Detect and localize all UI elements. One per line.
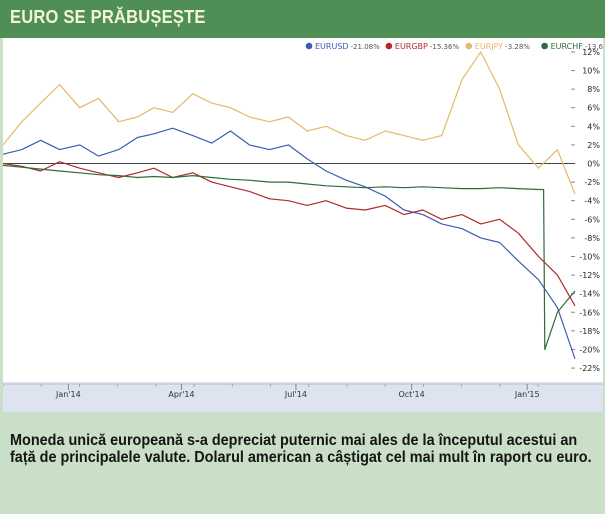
header-banner: EURO SE PRĂBUȘEȘTE [0, 0, 605, 38]
y-tick-label: 0% [587, 160, 600, 169]
y-tick-label: -18% [579, 327, 600, 336]
y-tick-label: -4% [584, 197, 600, 206]
y-tick-label: 10% [582, 67, 600, 76]
legend-marker [385, 42, 393, 50]
y-tick-label: -16% [579, 308, 600, 317]
legend-marker [305, 42, 313, 50]
legend-series-name: EURCHF [551, 42, 584, 51]
line-chart: 12% 10% 8% 6% 4% 2% 0% -2% -4% -6% -8% -10% -12% -14%… [3, 38, 603, 412]
series-line-eurgbp [3, 161, 576, 307]
y-tick-label: 8% [587, 85, 600, 94]
series-line-eurchf [3, 164, 576, 351]
legend-series-value: -3.28% [505, 43, 530, 51]
y-tick-label: -20% [579, 345, 600, 354]
series-line-eurjpy [3, 51, 576, 195]
legend-series-value: -13.69% [585, 43, 603, 51]
y-axis: 12% 10% 8% 6% 4% 2% 0% -2% -4% -6% -8% -10% -12% -14%… [571, 48, 600, 373]
y-tick-label: -8% [584, 234, 600, 243]
x-tick-label: Apr'14 [168, 390, 194, 399]
x-tick-label: Jan'14 [55, 390, 81, 399]
series-line-eurusd [3, 127, 576, 359]
caption-text: Moneda unică europeană s-a depreciat put… [10, 432, 592, 466]
y-tick-label: 2% [587, 141, 600, 150]
x-axis: Jan'14 Apr'14 Jul'14 Oct'14 Jan'15 [3, 384, 540, 399]
x-tick-label: Jul'14 [284, 390, 307, 399]
y-tick-label: 12% [582, 48, 600, 57]
legend-marker [465, 42, 473, 50]
legend-label-eurusd: EURUSD -21.08% [315, 42, 380, 51]
legend-label-eurjpy: EURJPY -3.28% [475, 42, 530, 51]
y-tick-label: -10% [579, 252, 600, 261]
y-tick-label: -2% [584, 178, 600, 187]
legend-marker [541, 42, 548, 50]
y-tick-label: 4% [587, 122, 600, 131]
legend-series-name: EURJPY [475, 42, 503, 51]
legend-series-value: -21.08% [351, 43, 381, 51]
y-tick-label: -6% [584, 215, 600, 224]
page-title: EURO SE PRĂBUȘEȘTE [10, 7, 206, 27]
x-tick-label: Oct'14 [398, 390, 424, 399]
legend-label-eurchf: EURCHF-13.69% [551, 42, 603, 51]
plot-background [3, 38, 575, 382]
chart-area: 12% 10% 8% 6% 4% 2% 0% -2% -4% -6% -8% -10% -12% -14%… [3, 38, 603, 412]
y-tick-label: -22% [579, 364, 600, 373]
legend-series-name: EURGBP [395, 42, 428, 51]
legend-series-name: EURUSD [315, 42, 349, 51]
x-axis-band [3, 382, 603, 412]
legend: EURUSD -21.08% EURGBP -15.36% EURJPY -3.28% EU… [305, 42, 603, 51]
y-tick-label: -14% [579, 290, 600, 299]
legend-label-eurgbp: EURGBP -15.36% [395, 42, 460, 51]
legend-series-value: -15.36% [430, 43, 460, 51]
series-lines [3, 51, 576, 359]
y-tick-label: -12% [579, 271, 600, 280]
x-tick-label: Jan'15 [514, 390, 540, 399]
y-tick-label: 6% [587, 104, 600, 113]
